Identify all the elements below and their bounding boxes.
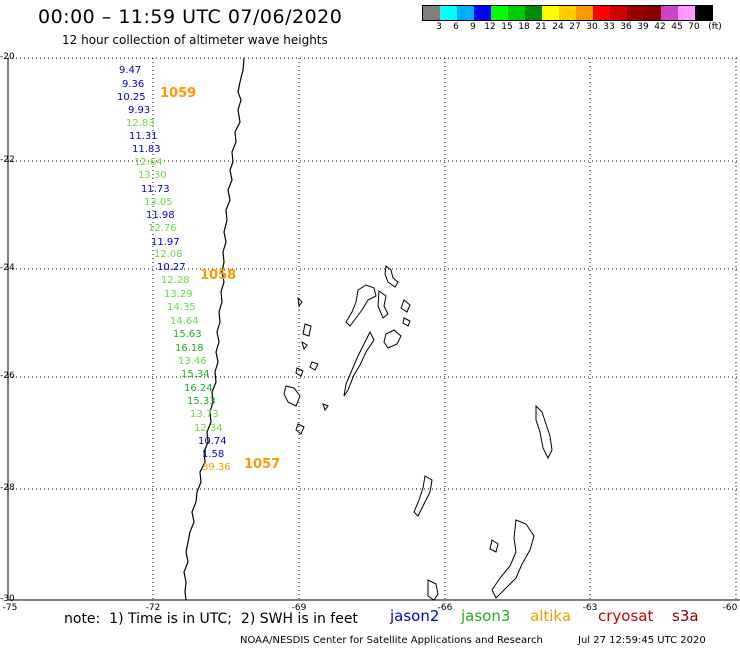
- colorbar-swatch: [508, 6, 525, 20]
- wave-height-label: 13.29: [164, 289, 193, 300]
- wave-height-label: 16.18: [175, 343, 204, 354]
- colorbar-tick: 30: [586, 22, 598, 32]
- colorbar-swatch: [627, 6, 644, 20]
- colorbar-swatch: [695, 6, 712, 20]
- longitude-label: -69: [291, 603, 307, 613]
- longitude-label: -63: [582, 603, 598, 613]
- colorbar-tick: 21: [535, 22, 547, 32]
- colorbar-tick: 39: [637, 22, 649, 32]
- wave-height-label: 12.34: [194, 423, 223, 434]
- colorbar-tick: 36: [620, 22, 632, 32]
- wave-height-label: 11.83: [132, 144, 161, 155]
- credit-line: NOAA/NESDIS Center for Satellite Applica…: [240, 635, 543, 646]
- colorbar-swatch: [525, 6, 542, 20]
- colorbar-ticks: 3 6 9 12 15 18 21 24 27 30 33 36 39 42 45 70 (ft): [422, 22, 740, 34]
- wave-height-label: 11.97: [151, 237, 180, 248]
- wave-height-label: 9.93: [128, 105, 151, 116]
- colorbar-tick: 18: [518, 22, 530, 32]
- wave-height-label: 11.98: [146, 210, 175, 221]
- wave-height-label: 12.28: [161, 275, 190, 286]
- colorbar-tick: 70: [688, 22, 700, 32]
- latitude-label: -24: [0, 263, 15, 273]
- wave-height-label: 16.24: [184, 383, 213, 394]
- pass-id-label: 1057: [244, 457, 281, 472]
- wave-height-label: 10.27: [157, 262, 186, 273]
- legend-jason2: jason2: [390, 607, 440, 625]
- latitude-label: -30: [0, 594, 15, 604]
- colorbar-swatch: [423, 6, 440, 20]
- wave-height-label: 14.64: [170, 316, 199, 327]
- colorbar-swatch: [474, 6, 491, 20]
- page-subtitle: 12 hour collection of altimeter wave hei…: [62, 33, 328, 47]
- colorbar-swatch: [576, 6, 593, 20]
- latitude-label: -28: [0, 483, 15, 493]
- colorbar-tick: 45: [671, 22, 683, 32]
- coastline: [183, 57, 245, 601]
- wave-height-label: 1.58: [202, 449, 225, 460]
- map-grid: [8, 57, 740, 600]
- islands: [283, 265, 553, 601]
- footer-note: note: 1) Time is in UTC; 2) SWH is in fe…: [64, 611, 358, 627]
- longitude-label: -60: [722, 603, 738, 613]
- colorbar-tick: (ft): [708, 22, 722, 32]
- wave-height-label: 9.47: [119, 65, 142, 76]
- colorbar-tick: 9: [470, 22, 476, 32]
- colorbar-swatch: [457, 6, 474, 20]
- colorbar-tick: 15: [501, 22, 513, 32]
- latitude-label: -22: [0, 155, 15, 165]
- colorbar-swatch: [440, 6, 457, 20]
- wave-height-label: 9.36: [122, 79, 145, 90]
- colorbar-swatch: [491, 6, 508, 20]
- wave-height-label: 15.34: [181, 369, 210, 380]
- wave-height-label: 11.73: [141, 184, 170, 195]
- colorbar-tick: 12: [484, 22, 496, 32]
- wave-height-label: 11.31: [129, 131, 158, 142]
- pass-id-label: 1059: [160, 86, 197, 101]
- pass-id-label: 1058: [200, 268, 237, 283]
- legend-cryosat: cryosat: [598, 607, 654, 625]
- colorbar-tick: 6: [453, 22, 459, 32]
- wave-height-label: 12.64: [134, 157, 163, 168]
- legend-jason3: jason3: [461, 607, 511, 625]
- colorbar-tick: 42: [654, 22, 666, 32]
- colorbar-swatch: [559, 6, 576, 20]
- wave-height-label: 10.25: [117, 92, 146, 103]
- longitude-label: -75: [2, 603, 18, 613]
- longitude-label: -72: [145, 603, 161, 613]
- wave-height-label: 39.36: [202, 462, 231, 473]
- longitude-label: -66: [437, 603, 453, 613]
- colorbar-swatch: [661, 6, 678, 20]
- latitude-label: -20: [0, 52, 15, 62]
- wave-height-label: 14.35: [167, 302, 196, 313]
- legend-s3a: s3a: [672, 607, 699, 625]
- wave-height-label: 13.73: [190, 409, 219, 420]
- colorbar-swatch: [593, 6, 610, 20]
- colorbar-swatch: [610, 6, 627, 20]
- legend-altika: altika: [530, 607, 572, 625]
- colorbar-tick: 33: [603, 22, 615, 32]
- latitude-label: -26: [0, 371, 15, 381]
- wave-height-label: 13.30: [138, 170, 167, 181]
- wave-height-label: 13.46: [178, 356, 207, 367]
- wave-height-label: 15.33: [187, 396, 216, 407]
- wave-height-label: 15.63: [173, 329, 202, 340]
- wave-height-label: 12.08: [154, 249, 183, 260]
- colorbar-tick: 27: [569, 22, 581, 32]
- colorbar-swatch: [678, 6, 695, 20]
- wave-height-label: 12.76: [148, 223, 177, 234]
- colorbar-tick: 24: [552, 22, 564, 32]
- wave-height-label: 13.05: [144, 197, 173, 208]
- wave-height-label: 12.83: [126, 118, 155, 129]
- generation-date: Jul 27 12:59:45 UTC 2020: [578, 635, 706, 646]
- colorbar-tick: 3: [436, 22, 442, 32]
- colorbar-swatch: [644, 6, 661, 20]
- colorbar-swatch: [542, 6, 559, 20]
- wave-height-label: 10.74: [198, 436, 227, 447]
- wave-height-colorbar: [422, 5, 713, 21]
- page-title: 00:00 – 11:59 UTC 07/06/2020: [38, 6, 343, 28]
